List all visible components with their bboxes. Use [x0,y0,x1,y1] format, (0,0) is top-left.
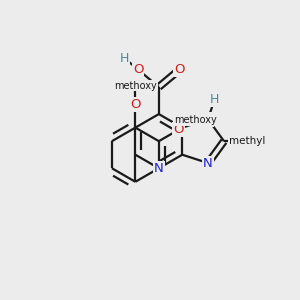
Text: N: N [203,113,213,126]
Text: methyl: methyl [229,136,265,146]
Text: H: H [120,52,129,65]
Text: O: O [174,63,185,76]
Text: methoxy: methoxy [174,115,217,125]
Text: O: O [130,98,141,111]
Text: N: N [154,162,164,175]
Text: H: H [210,93,219,106]
Text: O: O [173,123,184,136]
Text: N: N [203,157,213,169]
Text: O: O [133,63,143,76]
Text: methoxy: methoxy [114,81,157,91]
